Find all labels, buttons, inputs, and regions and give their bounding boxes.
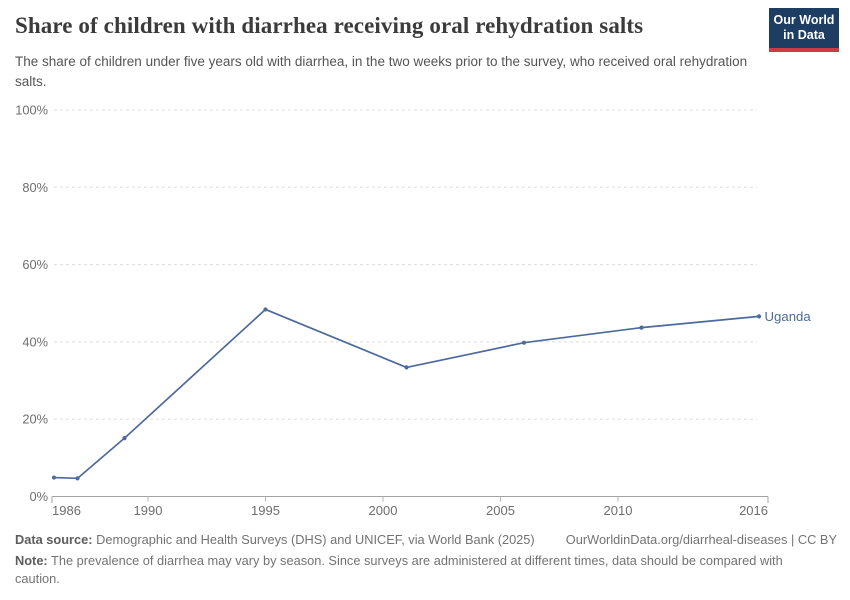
data-point[interactable] xyxy=(75,476,80,481)
y-tick-label: 80% xyxy=(22,180,48,195)
data-point[interactable] xyxy=(756,314,762,319)
owid-logo-line1: Our World xyxy=(773,12,835,27)
chart-title: Share of children with diarrhea receivin… xyxy=(15,13,644,38)
data-line xyxy=(53,308,760,480)
data-point[interactable] xyxy=(639,325,644,330)
data-point[interactable] xyxy=(51,475,57,480)
data-source-text: Demographic and Health Surveys (DHS) and… xyxy=(92,532,535,547)
y-tick-label: 0% xyxy=(30,489,49,504)
owid-logo[interactable]: Our World in Data xyxy=(769,8,839,52)
x-tick-label: 1995 xyxy=(251,503,280,518)
chart-footer: Data source: Demographic and Health Surv… xyxy=(15,531,837,588)
data-point[interactable] xyxy=(122,436,127,441)
x-tick-label: 1986 xyxy=(52,503,81,518)
note-label: Note: xyxy=(15,552,48,568)
chart-note: Note: The prevalence of diarrhea may var… xyxy=(15,552,797,588)
data-source: Data source: Demographic and Health Surv… xyxy=(15,531,535,549)
note-text: The prevalence of diarrhea may vary by s… xyxy=(15,552,783,586)
y-tick-label: 100% xyxy=(15,103,48,118)
data-point[interactable] xyxy=(521,340,527,345)
attribution-link[interactable]: OurWorldinData.org/diarrheal-diseases | … xyxy=(565,532,837,547)
chart-subtitle: The share of children under five years o… xyxy=(15,54,748,89)
data-point[interactable] xyxy=(404,365,409,370)
y-tick-label: 20% xyxy=(22,412,48,427)
series-end-label[interactable]: Uganda xyxy=(765,309,812,324)
y-tick-label: 60% xyxy=(22,257,48,272)
owid-logo-line2: in Data xyxy=(783,28,825,42)
data-source-label: Data source: xyxy=(15,532,93,547)
x-tick-label: 1990 xyxy=(134,503,163,518)
x-tick-label: 2005 xyxy=(486,503,515,518)
y-tick-label: 40% xyxy=(22,334,48,349)
x-tick-label: 2000 xyxy=(369,503,398,518)
x-tick-label: 2016 xyxy=(739,503,768,518)
x-tick-label: 2010 xyxy=(604,503,633,518)
data-point[interactable] xyxy=(263,307,268,312)
